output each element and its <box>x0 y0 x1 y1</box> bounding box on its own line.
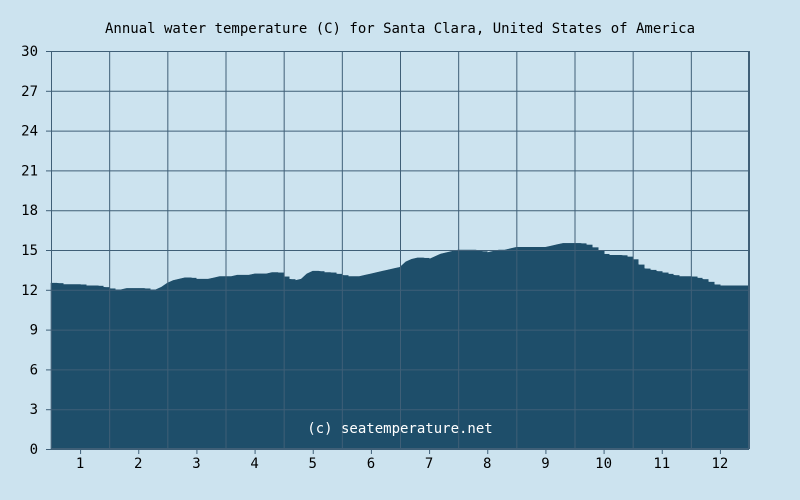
watermark-text: (c) seatemperature.net <box>307 421 492 437</box>
x-tick-label: 12 <box>711 456 728 472</box>
y-tick-label: 0 <box>30 442 38 458</box>
x-tick-label: 1 <box>76 456 84 472</box>
x-tick-label: 7 <box>425 456 433 472</box>
y-tick-label: 30 <box>21 44 38 60</box>
y-tick-label: 24 <box>21 124 38 140</box>
x-tick-label: 11 <box>653 456 670 472</box>
x-tick-label: 4 <box>250 456 258 472</box>
y-tick-label: 15 <box>21 243 38 259</box>
y-tick-label: 21 <box>21 163 38 179</box>
y-tick-label: 18 <box>21 203 38 219</box>
y-tick-label: 9 <box>30 323 38 339</box>
chart-title: Annual water temperature (C) for Santa C… <box>105 21 695 37</box>
x-tick-label: 10 <box>595 456 612 472</box>
x-tick-label: 6 <box>367 456 375 472</box>
y-tick-label: 12 <box>21 283 38 299</box>
x-tick-label: 3 <box>192 456 200 472</box>
x-tick-label: 9 <box>541 456 549 472</box>
y-tick-label: 3 <box>30 402 38 418</box>
x-tick-label: 8 <box>483 456 491 472</box>
x-tick-label: 2 <box>134 456 142 472</box>
y-tick-label: 27 <box>21 84 38 100</box>
y-tick-label: 6 <box>30 362 38 378</box>
plot-border <box>51 51 749 449</box>
x-tick-label: 5 <box>309 456 317 472</box>
